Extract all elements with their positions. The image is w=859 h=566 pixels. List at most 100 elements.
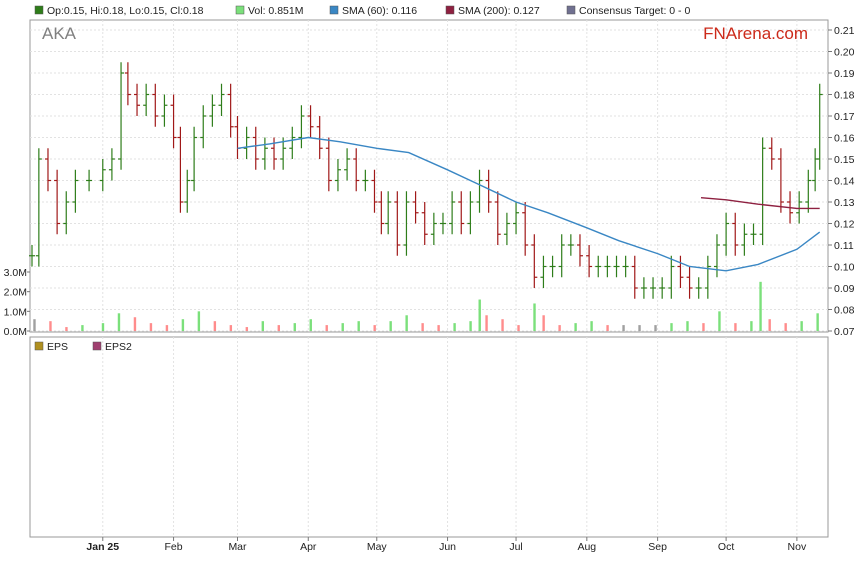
volume-tick-label: 0.0M [4,326,27,338]
price-bar [200,105,207,149]
price-bar [750,223,757,245]
price-bar [63,191,70,235]
volume-bar [421,323,424,331]
price-bar [191,126,198,192]
time-tick-label: Jul [509,541,522,553]
price-bar [686,266,693,299]
volume-bar [670,323,673,331]
legend-vol: Vol: 0.851M [248,5,303,17]
price-bar [741,223,748,256]
price-bar [816,83,823,170]
price-bar [777,148,784,213]
volume-tick-label: 2.0M [4,287,27,299]
price-tick-label: 0.21 [834,25,855,37]
price-tick-label: 0.20 [834,47,855,59]
price-bar [723,212,730,256]
volume-bars [33,281,819,331]
price-bar [143,83,150,116]
volume-bar [261,321,265,331]
price-bar [567,234,574,256]
volume-bar [485,315,488,331]
volume-bar [590,321,593,331]
price-bar [152,83,159,127]
volume-bar [606,325,609,331]
price-bar [677,255,684,288]
price-tick-label: 0.07 [834,326,855,338]
time-tick-label: Jun [439,541,456,553]
time-tick-label: May [367,541,388,553]
volume-bar [734,323,737,331]
volume-bar [389,321,392,331]
eps-panel [29,336,829,538]
time-tick-label: Sep [648,541,667,553]
price-bar [549,255,556,278]
price-bar [403,191,410,256]
price-bar [439,212,446,235]
price-bar [631,255,638,299]
price-bar [421,202,428,245]
volume-bar [277,325,280,331]
price-bar [586,245,593,278]
time-tick-label: Nov [788,541,807,553]
time-axis: Jan 25 Feb Mar Apr May Jun Jul Aug Sep Oct Nov [86,537,807,553]
price-bar [334,159,341,192]
volume-bar [750,321,753,331]
volume-bar [181,319,185,331]
symbol-label: AKA [42,24,77,43]
price-bar [99,159,106,192]
price-bar [344,148,351,181]
price-bar [650,277,657,299]
price-bar [759,137,766,245]
price-bar [467,191,474,235]
price-bar [243,126,250,159]
price-bar [558,234,565,278]
price-bar [604,255,611,278]
price-tick-label: 0.19 [834,68,855,80]
price-bar [289,126,296,159]
legend-sma60-swatch [329,5,339,15]
volume-bar [784,323,787,331]
price-bar [394,191,401,256]
legend-eps: EPS [47,341,68,353]
legend-eps2: EPS2 [105,341,132,353]
price-bars [29,62,823,299]
time-tick-label: Feb [165,541,183,553]
volume-bar [654,325,657,331]
price-bar [161,94,168,127]
volume-tick-label: 1.0M [4,306,27,318]
price-bar [378,191,385,235]
sma60-line [237,136,821,272]
volume-bar [816,313,819,331]
price-bar [325,137,332,192]
volume-bar [213,321,217,331]
volume-bar [453,323,456,331]
price-bar [54,169,61,235]
volume-bar [325,325,328,331]
price-bar [576,234,583,267]
price-tick-label: 0.16 [834,133,855,145]
price-tick-label: 0.14 [834,176,855,188]
price-bar [72,169,79,213]
price-bar [732,212,739,256]
volume-bar [81,325,84,331]
price-bar [458,191,465,235]
price-bar [805,169,812,213]
price-tick-label: 0.17 [834,111,855,123]
price-tick-label: 0.13 [834,197,855,209]
legend-eps2-swatch [92,341,102,351]
price-bar [118,62,125,170]
volume-bar [165,325,169,331]
price-bar [522,202,529,256]
volume-bar [405,315,408,331]
volume-bar [622,325,625,331]
volume-bar [65,327,68,331]
volume-bar [533,303,536,331]
volume-bar [759,281,762,331]
price-bar [108,148,115,181]
price-bar [227,83,234,138]
price-bar [35,148,42,267]
time-tick-label: Oct [718,541,734,553]
price-bar [184,169,191,213]
price-bar [540,255,547,288]
volume-bar [49,321,52,331]
